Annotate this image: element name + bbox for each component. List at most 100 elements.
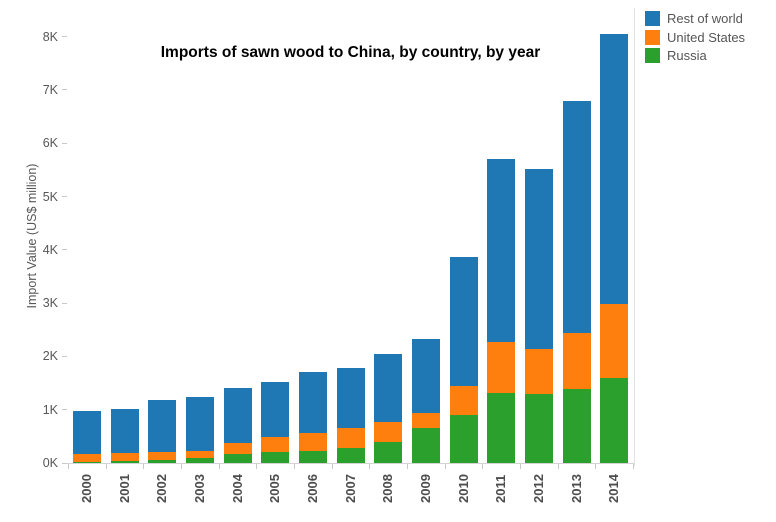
bar-segment-russia-2003[interactable]	[185, 458, 214, 463]
x-tick-label-2004: 2004	[229, 474, 245, 503]
x-tick-mark	[557, 464, 559, 469]
bar-segment-rest-of-world-2004[interactable]	[223, 388, 252, 443]
bar-segment-united-states-2013[interactable]	[562, 333, 591, 389]
x-tick-label-2009: 2009	[417, 474, 433, 503]
bar-segment-united-states-2012[interactable]	[524, 349, 553, 394]
bar-segment-russia-2013[interactable]	[562, 389, 591, 463]
bar-segment-rest-of-world-2006[interactable]	[298, 372, 327, 433]
x-tick-label-2012: 2012	[530, 474, 546, 503]
x-tick-mark	[68, 464, 69, 469]
x-axis-line	[62, 463, 635, 464]
legend-item-rest-of-world[interactable]: Rest of world	[645, 11, 745, 27]
x-tick-mark	[520, 464, 521, 469]
bar-segment-rest-of-world-2009[interactable]	[411, 339, 440, 413]
legend-label-rest-of-world: Rest of world	[667, 11, 743, 27]
y-tick-mark	[62, 196, 67, 197]
y-tick-label: 1K	[42, 402, 58, 417]
x-tick-label-2000: 2000	[78, 474, 94, 503]
bar-segment-rest-of-world-2005[interactable]	[261, 382, 290, 437]
y-tick-label: 2K	[42, 349, 58, 364]
bar-segment-russia-2009[interactable]	[411, 428, 440, 463]
bar-segment-russia-2014[interactable]	[600, 378, 629, 463]
x-tick-label-2002: 2002	[154, 474, 170, 503]
legend: Rest of world United States Russia	[645, 11, 745, 64]
bar-segment-russia-2006[interactable]	[298, 451, 327, 463]
x-tick-label-2010: 2010	[455, 474, 471, 503]
x-tick-label-2011: 2011	[493, 474, 509, 503]
bar-segment-united-states-2010[interactable]	[449, 386, 478, 415]
legend-label-united-states: United States	[667, 29, 746, 45]
x-tick-mark	[444, 464, 446, 469]
x-tick-label-2008: 2008	[380, 474, 396, 503]
bar-segment-rest-of-world-2008[interactable]	[374, 354, 403, 422]
y-tick-label: 7K	[42, 82, 58, 97]
bar-segment-russia-2007[interactable]	[336, 448, 365, 463]
y-tick-mark	[62, 302, 67, 304]
x-tick-label-2003: 2003	[191, 474, 207, 503]
x-tick-mark	[369, 464, 371, 469]
x-tick-mark	[482, 464, 484, 469]
legend-swatch-united-states	[645, 29, 660, 45]
bar-segment-united-states-2004[interactable]	[223, 443, 252, 454]
x-tick-label-2005: 2005	[267, 474, 283, 503]
bar-segment-rest-of-world-2007[interactable]	[336, 368, 365, 428]
bar-segment-russia-2011[interactable]	[487, 393, 516, 463]
bar-segment-united-states-2002[interactable]	[148, 452, 177, 460]
bar-segment-rest-of-world-2013[interactable]	[562, 101, 591, 333]
legend-item-united-states[interactable]: United States	[645, 29, 746, 46]
bar-segment-rest-of-world-2011[interactable]	[487, 159, 516, 342]
bar-segment-rest-of-world-2002[interactable]	[148, 400, 177, 452]
y-tick-label: 5K	[42, 189, 58, 204]
y-tick-mark	[62, 409, 67, 411]
y-tick-mark	[62, 142, 67, 144]
bar-segment-russia-2012[interactable]	[524, 394, 553, 463]
y-tick-label: 6K	[42, 136, 58, 151]
y-tick-label: 0K	[42, 456, 58, 470]
legend-swatch-rest-of-world	[645, 11, 660, 27]
x-tick-label-2007: 2007	[342, 474, 358, 503]
x-tick-mark	[181, 464, 182, 469]
bar-segment-rest-of-world-2012[interactable]	[524, 169, 553, 349]
bar-segment-united-states-2006[interactable]	[298, 433, 327, 451]
x-tick-mark	[633, 464, 634, 469]
y-tick-mark	[62, 462, 67, 464]
y-tick-mark	[62, 355, 67, 357]
legend-swatch-russia	[645, 48, 660, 64]
chart-title: Imports of sawn wood to China, by countr…	[160, 44, 541, 61]
bar-segment-united-states-2008[interactable]	[374, 422, 403, 442]
bar-segment-rest-of-world-2014[interactable]	[600, 34, 629, 304]
legend-item-russia[interactable]: Russia	[645, 48, 745, 64]
bar-segment-rest-of-world-2000[interactable]	[72, 411, 101, 454]
y-axis-title: Import Value (US$ million)	[25, 163, 39, 309]
y-tick-label: 4K	[42, 242, 58, 257]
x-tick-mark	[105, 464, 107, 469]
x-tick-mark	[143, 464, 145, 469]
bar-segment-russia-2008[interactable]	[374, 442, 403, 463]
y-tick-mark	[62, 36, 67, 38]
bar-segment-united-states-2005[interactable]	[261, 437, 290, 452]
bar-segment-united-states-2001[interactable]	[110, 453, 139, 461]
plot-right-border	[634, 8, 635, 466]
y-tick-mark	[62, 249, 67, 251]
y-tick-label: 3K	[42, 296, 58, 311]
x-tick-mark	[407, 464, 408, 469]
bar-segment-united-states-2000[interactable]	[72, 454, 101, 462]
bar-segment-russia-2001[interactable]	[110, 461, 139, 463]
bar-segment-rest-of-world-2010[interactable]	[449, 257, 478, 386]
bar-segment-russia-2005[interactable]	[261, 452, 290, 463]
x-tick-mark	[218, 464, 220, 469]
bar-segment-russia-2000[interactable]	[72, 462, 101, 463]
bar-segment-united-states-2007[interactable]	[336, 428, 365, 448]
bar-segment-united-states-2009[interactable]	[411, 413, 440, 428]
bar-segment-united-states-2011[interactable]	[487, 342, 516, 393]
bar-segment-rest-of-world-2003[interactable]	[185, 397, 214, 451]
x-tick-label-2013: 2013	[568, 474, 584, 503]
bar-segment-russia-2002[interactable]	[148, 460, 177, 463]
bar-segment-russia-2004[interactable]	[223, 454, 252, 463]
bar-segment-rest-of-world-2001[interactable]	[110, 409, 139, 453]
bar-segment-united-states-2003[interactable]	[185, 451, 214, 458]
y-tick-label: 8K	[42, 29, 58, 44]
bar-segment-russia-2010[interactable]	[449, 415, 478, 463]
bar-segment-united-states-2014[interactable]	[600, 304, 629, 378]
